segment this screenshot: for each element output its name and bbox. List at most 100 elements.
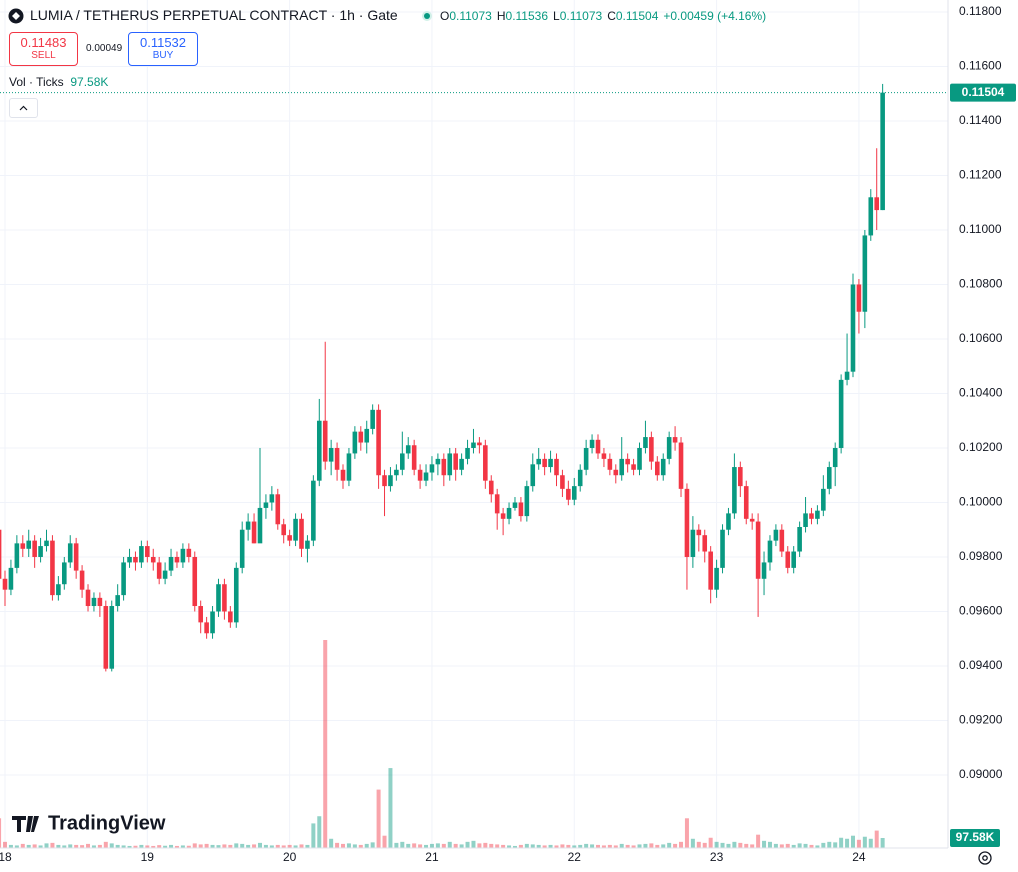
candle-body xyxy=(127,556,132,563)
volume-bar xyxy=(767,841,772,848)
volume-bar xyxy=(613,845,618,848)
candle-body xyxy=(850,284,856,372)
volume-bar xyxy=(346,843,351,848)
candle-body xyxy=(506,507,512,519)
volume-bar xyxy=(797,843,802,848)
volume-bar xyxy=(779,844,784,848)
y-tick-label: 0.11800 xyxy=(959,4,1002,18)
volume-bar xyxy=(364,843,369,848)
volume-bar xyxy=(702,842,707,848)
candle-body xyxy=(364,428,370,443)
volume-bar xyxy=(222,844,227,848)
volume-bar xyxy=(311,823,316,848)
candle-body xyxy=(168,556,174,571)
x-tick-label: 19 xyxy=(141,850,155,864)
volume-bar xyxy=(115,844,120,848)
candle-body xyxy=(595,439,601,454)
candle-body xyxy=(649,437,654,462)
candle-body xyxy=(643,437,648,448)
settings-icon[interactable] xyxy=(978,851,992,865)
volume-bar xyxy=(619,843,624,848)
candle-body xyxy=(666,437,672,459)
logo: TradingView xyxy=(12,812,166,834)
volume-bar xyxy=(530,844,535,848)
volume-bar xyxy=(14,845,19,848)
candle-body xyxy=(488,480,494,495)
y-tick-label: 0.09800 xyxy=(959,549,1003,563)
ohlc-value: 0.11536 xyxy=(505,9,549,23)
candle-body xyxy=(180,548,186,563)
candle-body xyxy=(311,480,316,541)
volume-bar xyxy=(406,843,411,848)
candle-body xyxy=(44,540,49,547)
volume-bar xyxy=(293,845,298,848)
volume-bar xyxy=(554,845,559,848)
candle-body xyxy=(334,447,340,470)
volume-bar xyxy=(453,843,458,848)
candle-body xyxy=(79,570,85,590)
candle-body xyxy=(874,197,880,211)
ohlc-value: 0.11073 xyxy=(559,9,603,23)
volume-bar xyxy=(263,844,268,848)
sell-button[interactable]: 0.11483 SELL xyxy=(9,32,78,66)
y-tick-label: 0.10600 xyxy=(959,331,1003,345)
candle-body xyxy=(785,551,791,568)
volume-bar xyxy=(169,844,174,848)
volume-bar xyxy=(590,844,595,848)
volume-bar xyxy=(507,845,512,848)
chevron xyxy=(19,105,28,111)
candle-body xyxy=(429,464,435,473)
candle-body xyxy=(0,529,2,579)
candle-body xyxy=(293,518,298,541)
volume-bar xyxy=(856,839,861,848)
candle-body xyxy=(803,513,808,528)
volume-bar xyxy=(62,845,67,848)
candle-body xyxy=(571,486,577,500)
y-tick-label: 0.10000 xyxy=(959,495,1003,509)
ohlc-change: +0.00459 (+4.16%) xyxy=(663,9,767,23)
symbol-title: LUMIA / TETHERUS PERPETUAL CONTRACT · 1h… xyxy=(30,7,398,23)
candle-body xyxy=(726,513,731,530)
volume-pane xyxy=(0,640,885,848)
sell-label: SELL xyxy=(31,50,56,61)
volume-bar xyxy=(234,843,239,848)
ohlc-label: O xyxy=(440,9,450,23)
candle-body xyxy=(322,420,328,462)
candle-body xyxy=(761,562,767,579)
volume-bar xyxy=(335,842,340,848)
volume-bar xyxy=(186,845,191,848)
buy-button[interactable]: 0.11532 BUY xyxy=(128,32,198,66)
candle-body xyxy=(483,445,488,481)
collapse-button[interactable] xyxy=(9,98,38,118)
candle-body xyxy=(880,92,885,211)
candle-body xyxy=(8,567,14,590)
volume-bar xyxy=(625,844,630,848)
last-price-tag xyxy=(950,83,1016,102)
y-tick-label: 0.10400 xyxy=(959,386,1003,400)
volume-bar xyxy=(465,841,470,848)
x-tick-label: 21 xyxy=(425,850,439,864)
volume-bar xyxy=(679,841,684,848)
volume-bar xyxy=(785,843,790,848)
candle-body xyxy=(239,529,245,568)
candle-body xyxy=(844,371,850,380)
candle-body xyxy=(32,540,37,557)
candle-body xyxy=(281,524,287,536)
candle-body xyxy=(856,284,862,312)
volume-bar xyxy=(32,844,37,848)
volume-bar xyxy=(80,845,85,848)
candle-body xyxy=(382,475,387,487)
ohlc-value: 0.11073 xyxy=(449,9,492,23)
volume-bar xyxy=(560,844,565,848)
ohlc-value: 0.11504 xyxy=(615,9,659,23)
volume-bar xyxy=(192,843,197,848)
candle-body xyxy=(797,527,802,552)
volume-bar xyxy=(661,844,666,848)
volume-bar xyxy=(341,843,346,848)
volume-legend: Vol · Ticks 97.58K xyxy=(9,75,108,89)
volume-bar xyxy=(839,837,844,848)
volume-bar xyxy=(210,844,215,848)
volume-bar xyxy=(471,840,476,848)
candle-body xyxy=(316,420,322,481)
